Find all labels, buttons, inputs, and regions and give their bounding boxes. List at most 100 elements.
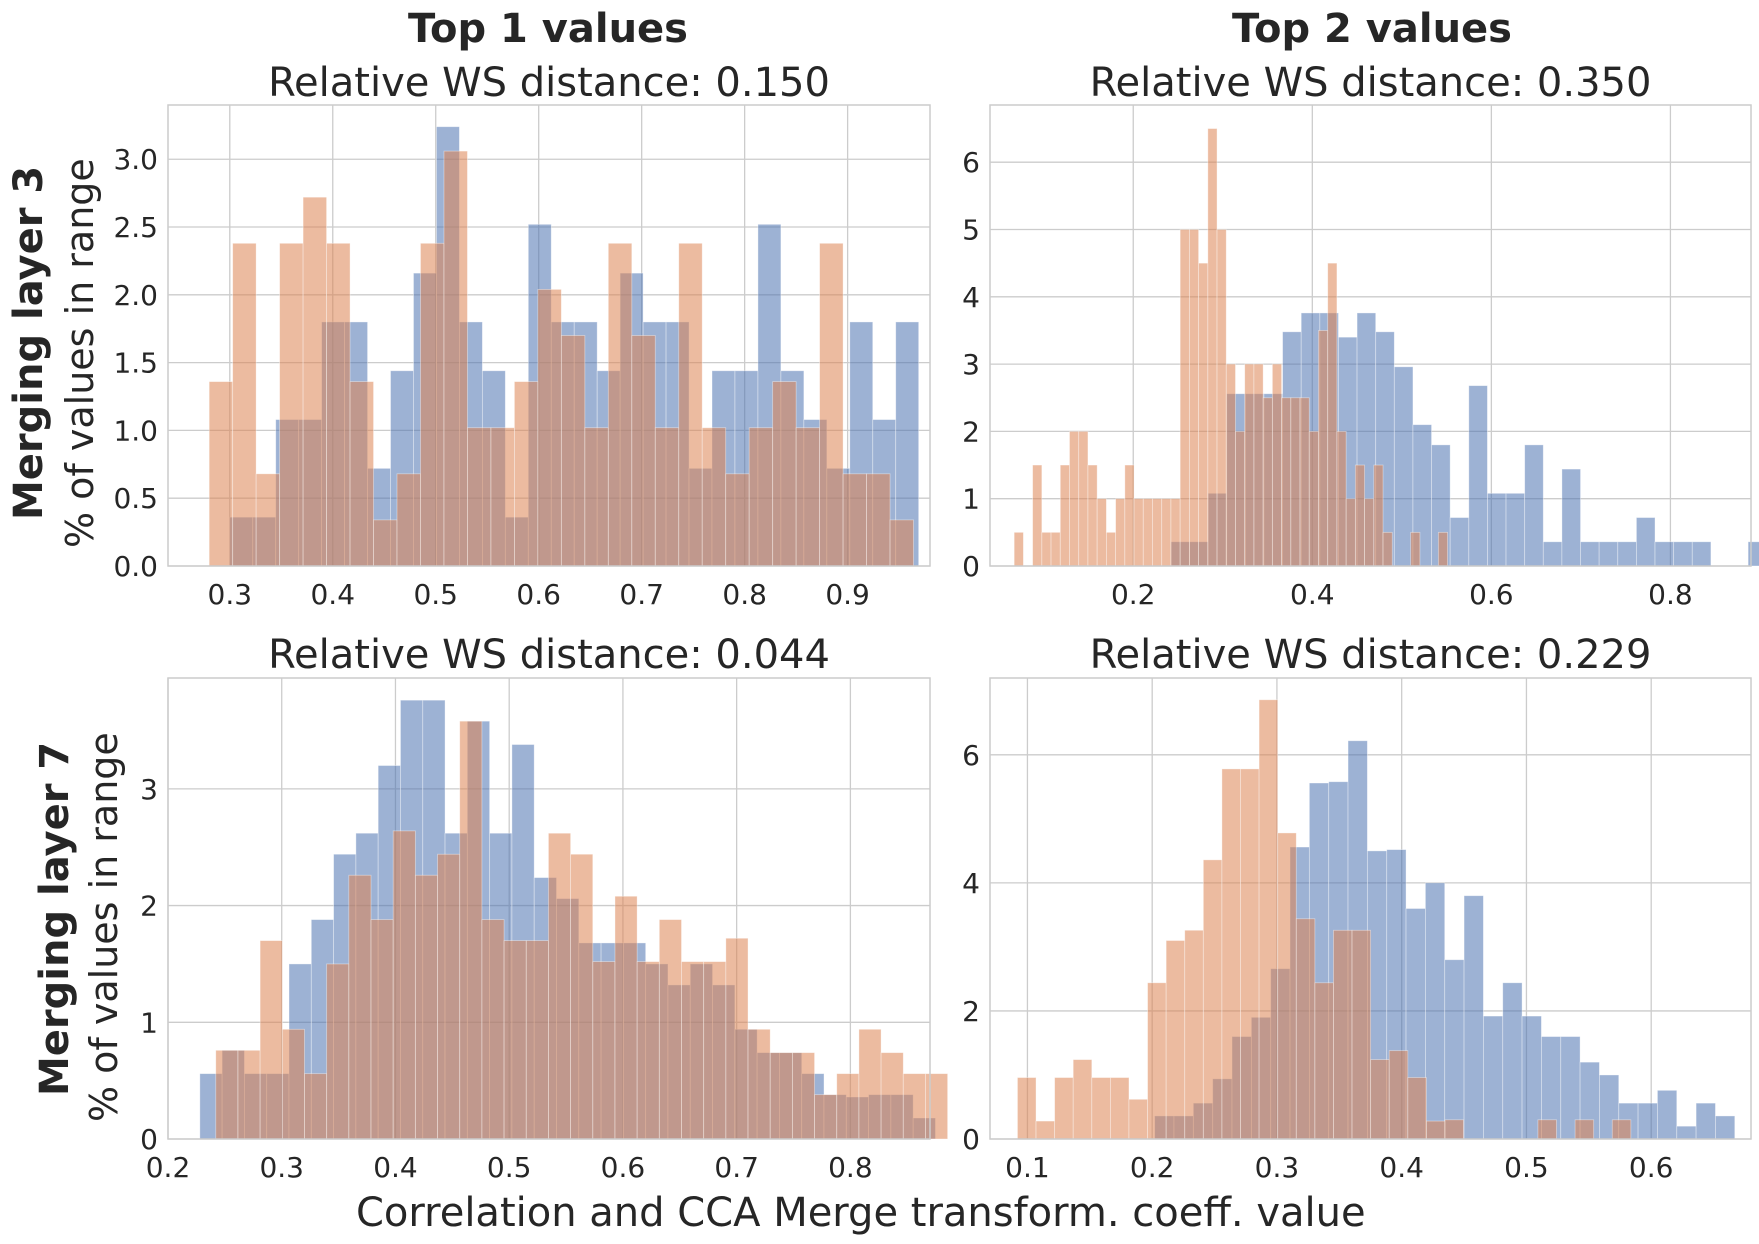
histogram-panel-1: Relative WS distance: 0.150 0.3 0.4 0.5 0.6 0…	[113, 60, 931, 611]
histogram-bar	[1115, 498, 1126, 567]
histogram-bar	[1673, 541, 1693, 567]
histogram-bar	[1676, 1125, 1697, 1140]
x-tick-label: 0.4	[1379, 1151, 1424, 1184]
x-tick-label: 0.7	[714, 1151, 759, 1184]
histogram-bar	[437, 853, 461, 1140]
y-tick-label: 1	[962, 483, 980, 516]
histogram-bar	[725, 937, 749, 1140]
row-ylabel-layer3: % of values in range	[58, 158, 102, 548]
histogram-bar	[1483, 1015, 1504, 1140]
x-tick-label: 0.8	[1648, 578, 1693, 611]
histogram-bar	[1221, 768, 1241, 1140]
x-tick-label: 0.8	[828, 1151, 873, 1184]
histogram-bar	[1424, 882, 1446, 1140]
histogram-bar	[725, 473, 750, 567]
histogram-bar	[1161, 498, 1172, 567]
histogram-bar	[584, 427, 609, 567]
histogram-bar	[1636, 517, 1656, 567]
histogram-bar	[232, 242, 257, 567]
x-tick-label: 0.5	[487, 1151, 532, 1184]
histogram-bar	[1574, 1119, 1595, 1140]
histogram-bar	[255, 473, 281, 567]
histogram-bar	[348, 874, 372, 1140]
histogram-bar	[396, 473, 421, 567]
histogram-bar	[443, 150, 468, 567]
x-tick-label: 0.4	[373, 1151, 418, 1184]
histogram-bar	[237, 1049, 261, 1140]
histogram-bar	[1437, 531, 1448, 567]
histogram-bar	[1327, 262, 1338, 567]
histogram-bar	[1069, 431, 1080, 567]
histogram-bar	[1277, 832, 1297, 1140]
histogram-bar	[326, 963, 350, 1140]
histogram-bar	[1109, 1077, 1130, 1140]
axes-frame	[989, 104, 1752, 567]
x-tick-label: 0.4	[310, 578, 355, 611]
histogram-bar	[1184, 929, 1204, 1140]
histogram-bar	[1364, 498, 1375, 567]
y-tick-label: 0.0	[113, 550, 158, 583]
histogram-bar	[548, 832, 572, 1140]
histogram-bar	[1091, 1077, 1111, 1140]
x-tick-label: 0.6	[516, 578, 561, 611]
axes-frame	[167, 677, 931, 1140]
histogram-bar	[1198, 262, 1209, 567]
histogram-bar	[1463, 895, 1484, 1140]
histogram-bar	[1691, 541, 1712, 567]
histogram-bar	[1354, 464, 1365, 567]
panel-title: Relative WS distance: 0.229	[1090, 632, 1652, 678]
histogram-bar	[795, 427, 821, 567]
column-title-top2: Top 2 values	[1232, 6, 1512, 52]
histogram-bar	[370, 919, 394, 1140]
histogram-bar	[1017, 1077, 1037, 1140]
histogram-bar	[208, 381, 234, 567]
histogram-bar	[525, 940, 549, 1140]
histogram-bar	[1370, 1059, 1390, 1140]
x-tick-label: 0.9	[825, 578, 870, 611]
x-tick-label: 0.3	[259, 1151, 304, 1184]
histogram-bar	[880, 1052, 904, 1140]
histogram-bar	[1598, 541, 1619, 567]
histogram-bar	[747, 1028, 771, 1140]
histogram-panel-4: Relative WS distance: 0.229 0.1 0.2 0.3 0.4 0…	[962, 632, 1752, 1184]
histogram-bar	[1124, 464, 1135, 567]
histogram-bar	[467, 427, 492, 567]
histogram-bar	[1580, 541, 1600, 567]
histogram-bar	[701, 427, 727, 567]
histogram-bar	[1561, 468, 1581, 567]
histogram-bar	[1444, 959, 1465, 1140]
histogram-bar	[1336, 431, 1347, 567]
axes-frame	[167, 104, 931, 567]
histogram-bar	[1054, 1077, 1074, 1140]
histogram-bar	[1133, 498, 1144, 567]
histogram-bar	[1373, 464, 1384, 567]
histogram-panel-3: Relative WS distance: 0.044 0.2 0.3 0.4 0.5 0…	[140, 632, 949, 1184]
x-tick-label: 0.2	[1111, 578, 1156, 611]
histogram-bar	[1050, 531, 1061, 567]
histogram-bar	[1695, 1102, 1716, 1140]
row-ylabel-layer7: % of values in range	[82, 732, 126, 1122]
histogram-bar	[373, 519, 398, 567]
histogram-bar	[836, 1073, 860, 1140]
histogram-bar	[902, 1073, 926, 1140]
series-series_b	[215, 720, 949, 1140]
histogram-bar	[1611, 1119, 1632, 1140]
histogram-bar	[1244, 363, 1255, 567]
histogram-bar	[791, 1052, 815, 1140]
histogram-bar	[259, 940, 283, 1140]
histogram-bar	[1410, 531, 1421, 567]
histogram-bar	[1170, 498, 1181, 567]
histogram-bar	[1202, 859, 1223, 1140]
y-tick-label: 2	[962, 995, 980, 1028]
histogram-bar	[1299, 397, 1310, 567]
histogram-bar	[769, 1052, 793, 1140]
histogram-bar	[1188, 229, 1200, 567]
y-tick-label: 0	[962, 550, 980, 583]
histogram-bar	[1216, 229, 1227, 567]
x-tick-label: 0.6	[1629, 1151, 1674, 1184]
histogram-bar	[703, 961, 727, 1140]
histogram-bar	[1240, 768, 1260, 1140]
histogram-bar	[503, 940, 527, 1140]
histogram-bar	[1059, 464, 1070, 567]
